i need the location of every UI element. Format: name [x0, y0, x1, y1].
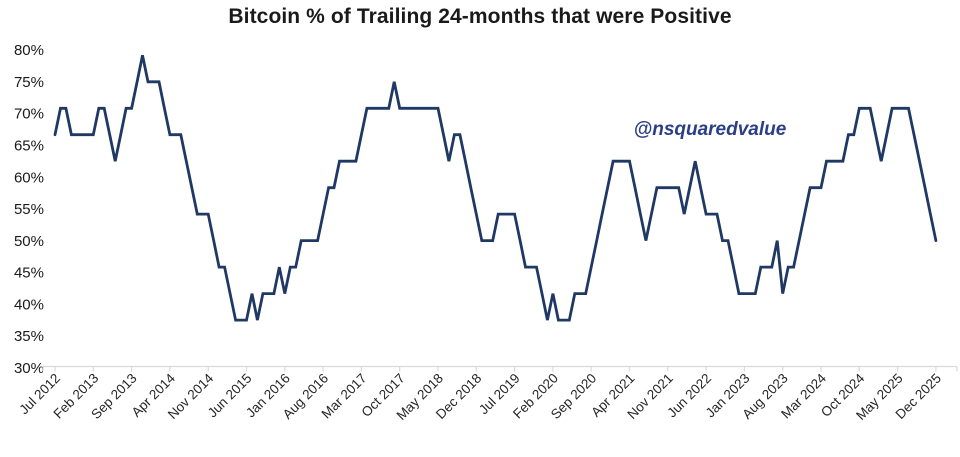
- watermark-text: @nsquaredvalue: [633, 119, 787, 140]
- chart-title: Bitcoin % of Trailing 24-months that wer…: [228, 5, 732, 28]
- y-axis-tick-label: 35%: [14, 328, 44, 345]
- data-series-line: [53, 55, 938, 322]
- y-axis-tick-label: 65%: [14, 138, 44, 155]
- y-axis-tick-label: 50%: [14, 233, 44, 250]
- y-axis-tick-label: 45%: [14, 265, 44, 282]
- y-axis-tick-label: 30%: [14, 360, 44, 377]
- y-axis-tick-label: 40%: [14, 296, 44, 313]
- x-axis-ticks: [54, 366, 937, 372]
- y-axis-tick-label: 55%: [14, 201, 44, 218]
- y-axis-tick-label: 70%: [14, 106, 44, 123]
- y-axis: 80% 75% 70% 65% 60% 55% 50% 45% 40% 35% 30%: [14, 42, 44, 377]
- y-axis-tick-label: 60%: [14, 169, 44, 186]
- y-axis-tick-label: 75%: [14, 74, 44, 91]
- y-axis-tick-label: 80%: [14, 42, 44, 59]
